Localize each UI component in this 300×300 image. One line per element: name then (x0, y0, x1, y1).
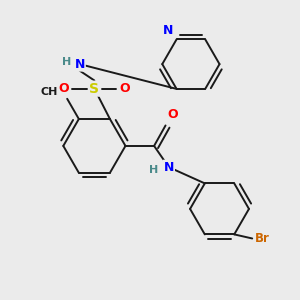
Text: N: N (74, 58, 85, 70)
Text: N: N (163, 24, 173, 37)
Text: S: S (89, 82, 99, 96)
Text: O: O (120, 82, 130, 95)
Text: O: O (167, 108, 178, 122)
Text: Br: Br (255, 232, 270, 245)
Text: N: N (164, 161, 174, 174)
Text: CH₃: CH₃ (40, 87, 62, 97)
Text: H: H (62, 58, 71, 68)
Text: O: O (58, 82, 69, 95)
Text: H: H (148, 165, 158, 175)
